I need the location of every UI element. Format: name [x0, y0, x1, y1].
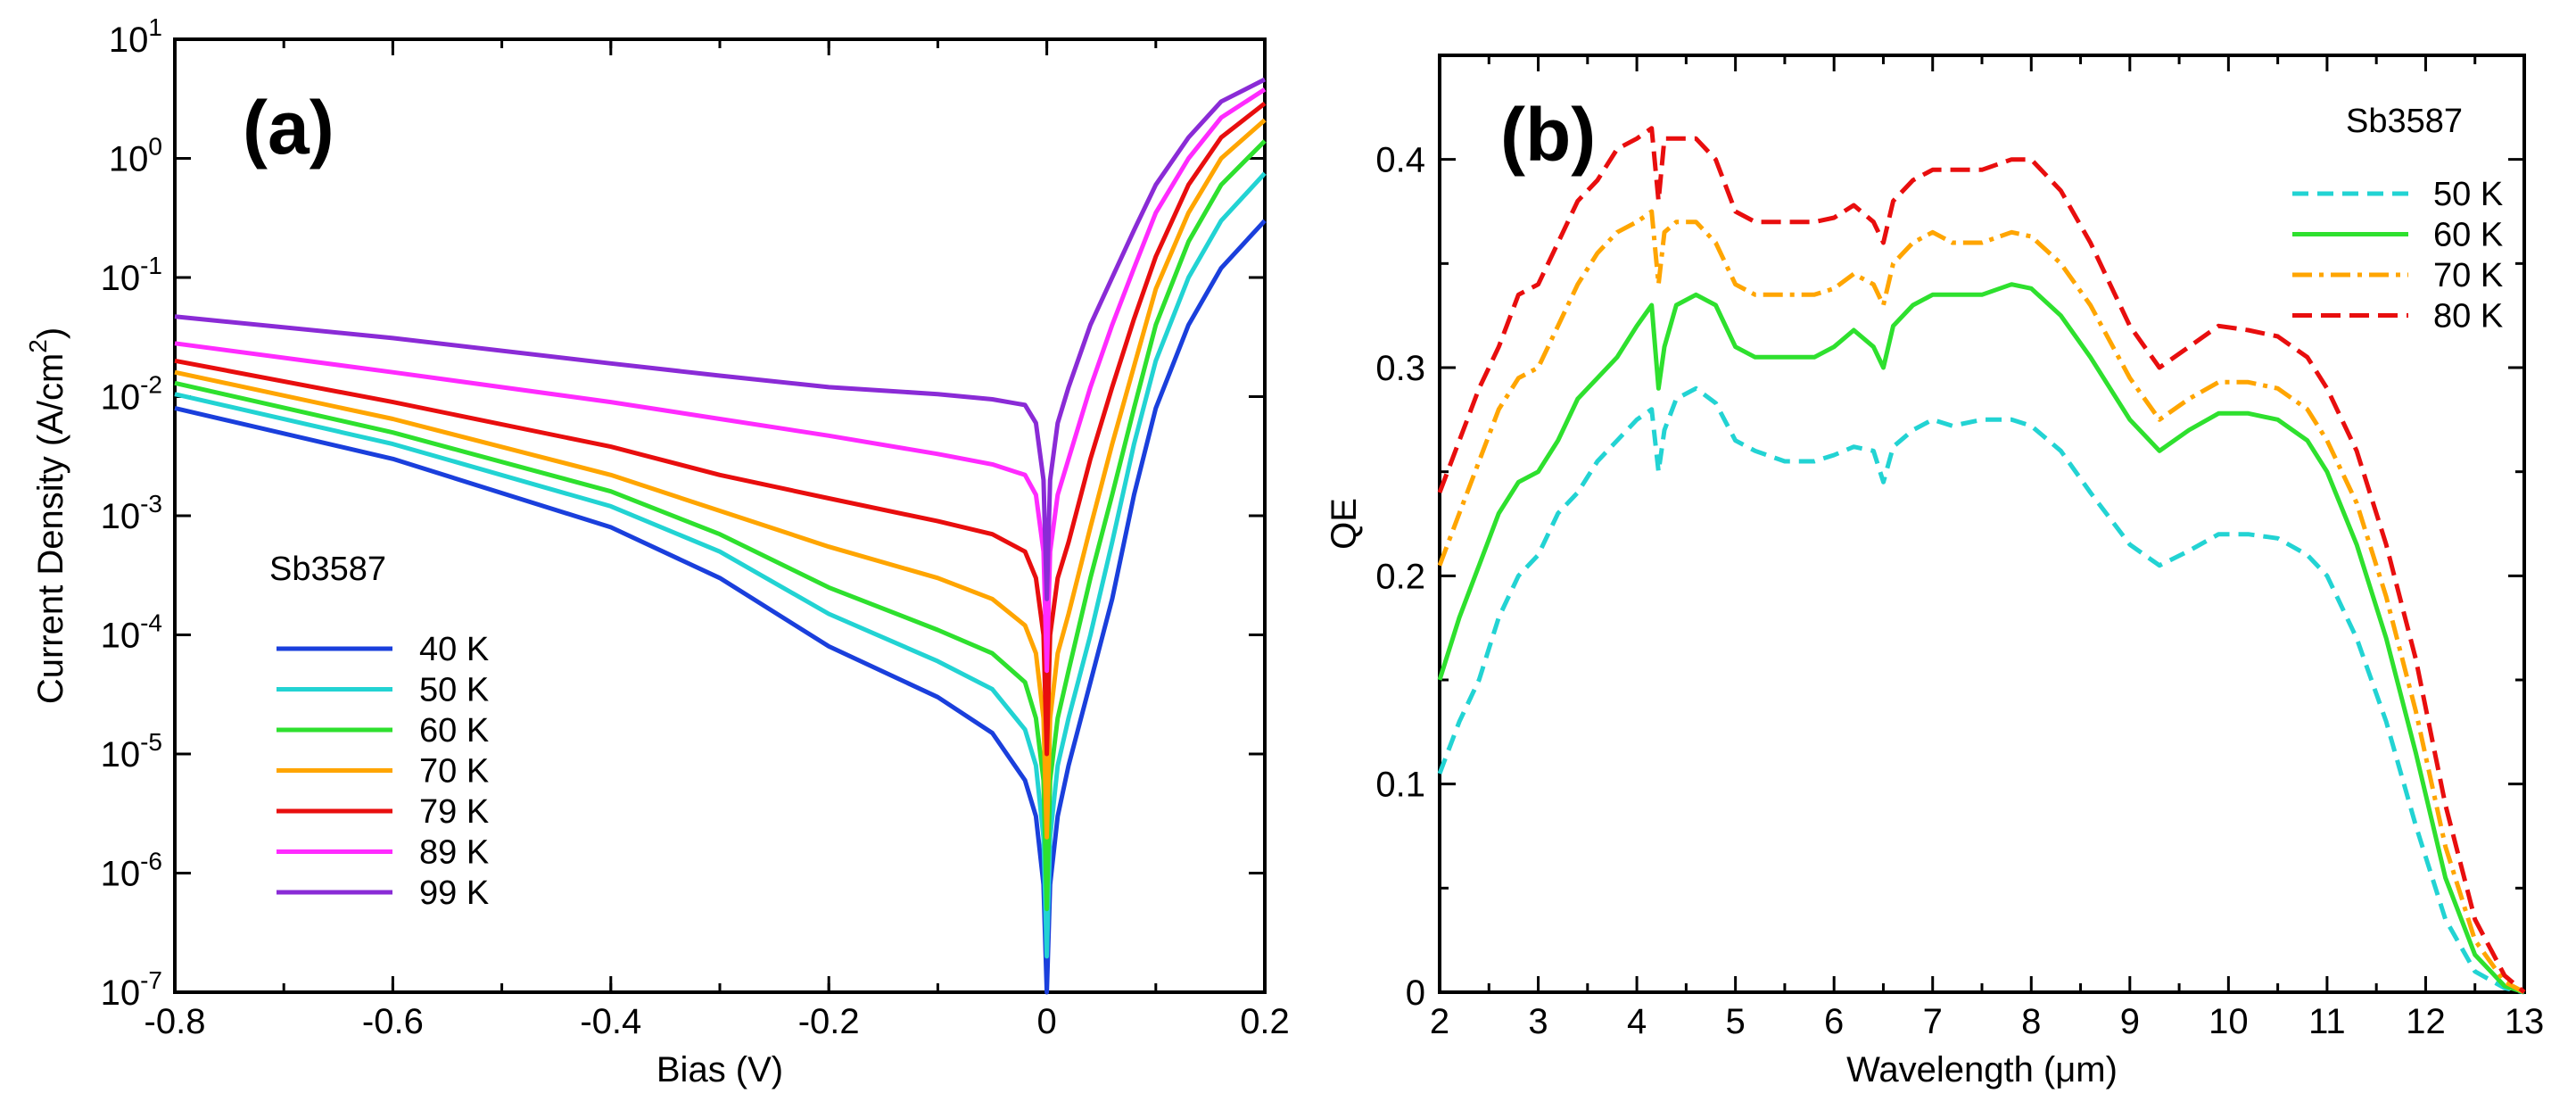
series-line-70k	[174, 118, 1267, 840]
x-tick-label: 11	[2308, 1002, 2346, 1041]
x-tick-label: 0.2	[1240, 1002, 1290, 1041]
legend-label: 89 K	[419, 834, 489, 872]
series-line-60k	[1437, 282, 2525, 995]
y-tick-label: 10-2	[101, 371, 162, 418]
legend-title-b: Sb3587	[2346, 103, 2463, 140]
legend-label: 79 K	[419, 793, 489, 831]
legend-label: 50 K	[2433, 176, 2503, 213]
y-tick-label: 10-1	[101, 252, 162, 298]
x-tick-label: 8	[2021, 1002, 2041, 1041]
legend-label: 60 K	[2433, 217, 2503, 254]
x-tick-label: 10	[2209, 1002, 2249, 1041]
legend-label: 80 K	[2433, 298, 2503, 335]
x-tick-label: 9	[2120, 1002, 2140, 1041]
x-tick-label: 3	[1528, 1002, 1548, 1041]
y-tick-label: 0.3	[1375, 349, 1425, 388]
x-tick-label: 6	[1824, 1002, 1844, 1041]
y-axis-title: Current Density (A/cm2)	[24, 327, 70, 704]
x-tick-label: 5	[1726, 1002, 1746, 1041]
y-tick-label: 0.2	[1375, 557, 1425, 596]
panel-label-a: (a)	[243, 86, 334, 170]
series-line-50k	[1437, 385, 2525, 995]
x-tick-label: 7	[1923, 1002, 1943, 1041]
legend-label: 70 K	[419, 753, 489, 791]
legend-label: 60 K	[419, 712, 489, 750]
x-tick-label: 13	[2505, 1002, 2545, 1041]
x-tick-label: -0.4	[580, 1002, 641, 1041]
legend-title-a: Sb3587	[269, 551, 386, 588]
y-tick-label: 10-6	[101, 848, 162, 894]
x-tick-label: 0	[1036, 1002, 1056, 1041]
x-tick-label: 12	[2406, 1002, 2446, 1041]
series-line-40k	[174, 219, 1267, 995]
plot-frame-a	[173, 37, 1267, 994]
series-line-50k	[174, 171, 1267, 959]
y-tick-label: 101	[109, 13, 162, 60]
x-tick-label: 2	[1430, 1002, 1449, 1041]
series-line-70k	[1437, 209, 2526, 995]
y-tick-label: 10-7	[101, 966, 162, 1013]
y-tick-label: 10-3	[101, 490, 162, 536]
y-tick-label: 0	[1406, 973, 1425, 1013]
series-line-80k	[1437, 126, 2526, 994]
legend-label: 99 K	[419, 874, 489, 912]
x-tick-label: -0.6	[362, 1002, 424, 1041]
series-line-79k	[174, 101, 1267, 757]
panel-label-b: (b)	[1500, 93, 1596, 177]
y-tick-label: 0.1	[1375, 766, 1425, 805]
x-tick-label: 4	[1627, 1002, 1647, 1041]
y-axis-title: QE	[1325, 498, 1364, 550]
panel-b-chart: 2 3 4 5 6 7 8 9 10 11 12 13 0 0.1 0.2 0.3 0.4 Wavelength …	[1325, 54, 2545, 1089]
legend-label: 40 K	[419, 631, 489, 668]
legend-label: 70 K	[2433, 257, 2503, 294]
series-line-89k	[174, 87, 1267, 674]
y-tick-label: 10-5	[101, 728, 162, 775]
series-line-99k	[174, 77, 1267, 601]
series-line-60k	[174, 139, 1267, 912]
x-tick-label: -0.8	[144, 1002, 206, 1041]
y-tick-label: 0.4	[1375, 141, 1425, 180]
legend-label: 50 K	[419, 672, 489, 709]
x-axis-title: Wavelength (μm)	[1846, 1050, 2118, 1089]
panel-a-chart: -0.8 -0.6 -0.4 -0.2 0 0.2 10-7 10-6 10-5 10-4 10-3…	[24, 13, 1290, 1089]
y-tick-label: 10-4	[101, 609, 162, 656]
x-axis-title: Bias (V)	[656, 1050, 783, 1089]
y-tick-label: 100	[109, 133, 162, 179]
x-tick-label: -0.2	[798, 1002, 860, 1041]
